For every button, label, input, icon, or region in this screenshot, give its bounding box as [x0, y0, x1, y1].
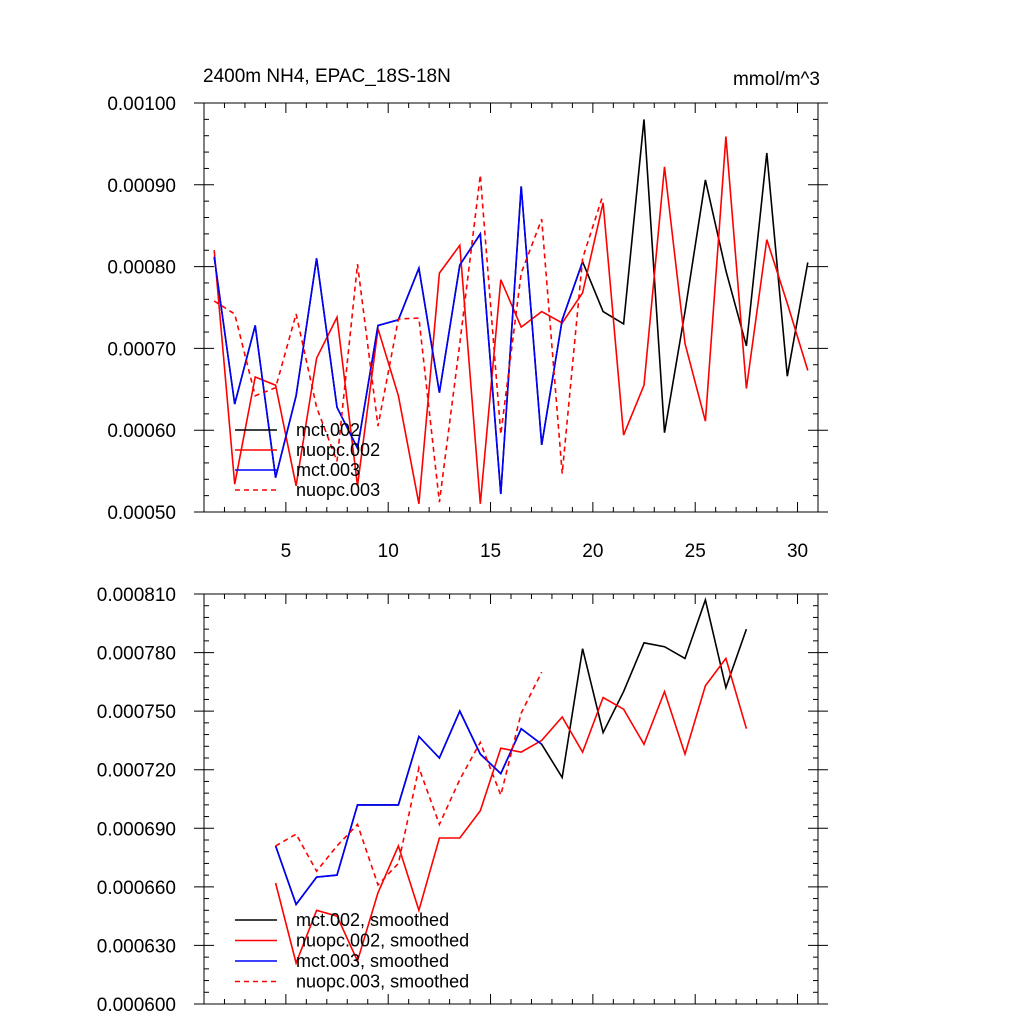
x-tick-label: 20: [582, 541, 603, 562]
y-tick-label: 0.000600: [97, 995, 176, 1016]
y-tick-label: 0.000660: [97, 878, 176, 899]
legend-label: nuopc.002, smoothed: [296, 931, 469, 951]
top-panel-title: 2400m NH4, EPAC_18S-18N: [203, 66, 451, 87]
legend-label: nuopc.003, smoothed: [296, 972, 469, 992]
y-tick-label: 0.00070: [107, 339, 176, 360]
legend-label: nuopc.002: [296, 440, 380, 460]
top-panel: 2400m NH4, EPAC_18S-18N mmol/m^3 5 10 15 20…: [107, 66, 828, 562]
bottom-panel-series: [274, 597, 748, 966]
y-tick-label: 0.000630: [97, 936, 176, 957]
y-tick-label: 0.00090: [107, 176, 176, 197]
legend-label: nuopc.003: [296, 480, 380, 500]
legend-label: mct.003: [296, 460, 360, 480]
series-line-top-1: [213, 136, 809, 504]
legend-label: mct.002, smoothed: [296, 910, 449, 930]
y-tick-label: 0.00100: [107, 94, 176, 115]
y-tick-label: 0.00060: [107, 421, 176, 442]
series-line-top-3: [213, 174, 604, 503]
y-tick-label: 0.000810: [97, 585, 176, 606]
x-tick-label: 10: [378, 541, 399, 562]
y-tick-label: 0.000690: [97, 819, 176, 840]
x-tick-label: 25: [685, 541, 706, 562]
bottom-panel-axes: 0.000600 0.000630 0.000660 0.000690 0.000720…: [97, 585, 828, 1016]
x-tick-label: 30: [787, 541, 808, 562]
x-tick-label: 15: [480, 541, 501, 562]
x-tick-label: 5: [281, 541, 292, 562]
top-panel-series: [213, 119, 809, 504]
y-tick-label: 0.00050: [107, 503, 176, 524]
y-tick-label: 0.00080: [107, 258, 176, 279]
series-line-bottom-3: [275, 671, 543, 887]
bottom-panel: 0.000600 0.000630 0.000660 0.000690 0.000720…: [97, 585, 828, 1016]
legend-label: mct.003, smoothed: [296, 951, 449, 971]
y-tick-label: 0.000720: [97, 761, 176, 782]
series-line-bottom-2: [274, 709, 543, 907]
top-panel-units: mmol/m^3: [733, 69, 820, 90]
top-panel-axes: 5 10 15 20 25 30 0.00050 0.00060 0.00070 0.00080 0…: [107, 94, 828, 562]
legend-label: mct.002: [296, 420, 360, 440]
y-tick-label: 0.000780: [97, 644, 176, 665]
y-tick-label: 0.000750: [97, 702, 176, 723]
